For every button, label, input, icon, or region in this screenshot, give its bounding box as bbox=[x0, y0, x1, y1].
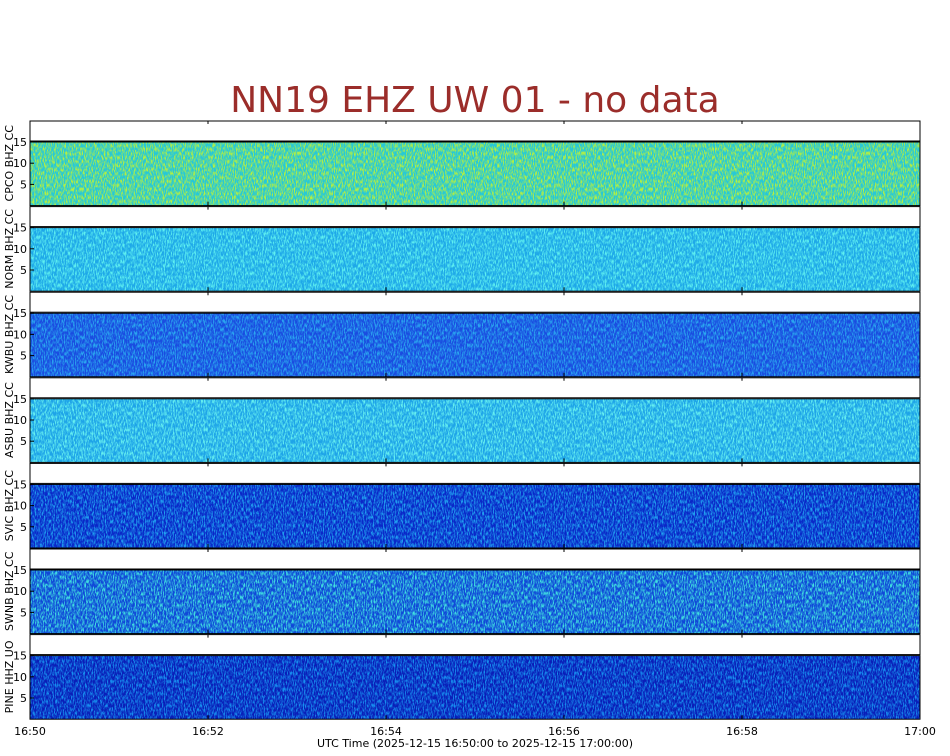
y-tick-label: 15 bbox=[13, 136, 27, 149]
panel-label: SWNB BHZ CC bbox=[3, 551, 16, 631]
panel-label: KWBU BHZ CC bbox=[3, 295, 16, 374]
x-tick-label: 16:52 bbox=[192, 725, 224, 738]
spectrogram-frame bbox=[29, 398, 921, 463]
x-tick-label: 16:58 bbox=[726, 725, 758, 738]
spectrogram-texture bbox=[30, 313, 920, 377]
chart-title: NN19 EHZ UW 01 - no data bbox=[230, 80, 719, 121]
spectrogram-frame bbox=[29, 569, 921, 635]
y-tick-label: 10 bbox=[13, 585, 27, 598]
y-tick-label: 10 bbox=[13, 157, 27, 170]
y-tick-label: 15 bbox=[13, 393, 27, 406]
spectrogram-texture bbox=[30, 227, 920, 292]
y-tick-label: 10 bbox=[13, 414, 27, 427]
spectrogram-texture bbox=[30, 398, 920, 463]
panel-label: SVIC BHZ CC bbox=[3, 470, 16, 541]
x-tick-label: 17:00 bbox=[904, 725, 936, 738]
spectrogram-frame bbox=[29, 483, 921, 549]
y-tick-label: 15 bbox=[13, 650, 27, 663]
panel-label: PINE HHZ UO bbox=[3, 640, 16, 713]
y-tick-label: 15 bbox=[13, 478, 27, 491]
y-tick-label: 15 bbox=[13, 307, 27, 320]
y-tick-label: 5 bbox=[20, 178, 27, 191]
x-tick-label: 16:54 bbox=[370, 725, 402, 738]
spectrogram-texture bbox=[30, 570, 920, 634]
panel-label: ASBU BHZ CC bbox=[3, 382, 16, 458]
x-tick-label: 16:56 bbox=[548, 725, 580, 738]
spectrogram-frame bbox=[29, 227, 921, 292]
y-tick-label: 10 bbox=[13, 500, 27, 513]
spectrogram-texture bbox=[30, 655, 920, 720]
y-tick-label: 5 bbox=[20, 606, 27, 619]
spectrogram-frame bbox=[29, 655, 921, 720]
panel-label: CPCO BHZ CC bbox=[3, 125, 16, 202]
y-tick-label: 10 bbox=[13, 243, 27, 256]
y-tick-label: 15 bbox=[13, 564, 27, 577]
panel-label: NORM BHZ CC bbox=[3, 209, 16, 289]
y-tick-label: 5 bbox=[20, 350, 27, 363]
y-tick-label: 5 bbox=[20, 264, 27, 277]
y-tick-label: 5 bbox=[20, 435, 27, 448]
y-tick-label: 10 bbox=[13, 328, 27, 341]
x-tick-label: 16:50 bbox=[14, 725, 46, 738]
x-axis-label: UTC Time (2025-12-15 16:50:00 to 2025-12… bbox=[317, 737, 633, 750]
spectrogram-frame bbox=[29, 312, 921, 378]
y-tick-label: 15 bbox=[13, 222, 27, 235]
spectrogram-frame bbox=[29, 141, 921, 207]
y-tick-label: 10 bbox=[13, 671, 27, 684]
y-tick-label: 5 bbox=[20, 521, 27, 534]
spectrogram-texture bbox=[30, 142, 920, 206]
spectrogram-texture bbox=[30, 484, 920, 548]
y-tick-label: 5 bbox=[20, 692, 27, 705]
